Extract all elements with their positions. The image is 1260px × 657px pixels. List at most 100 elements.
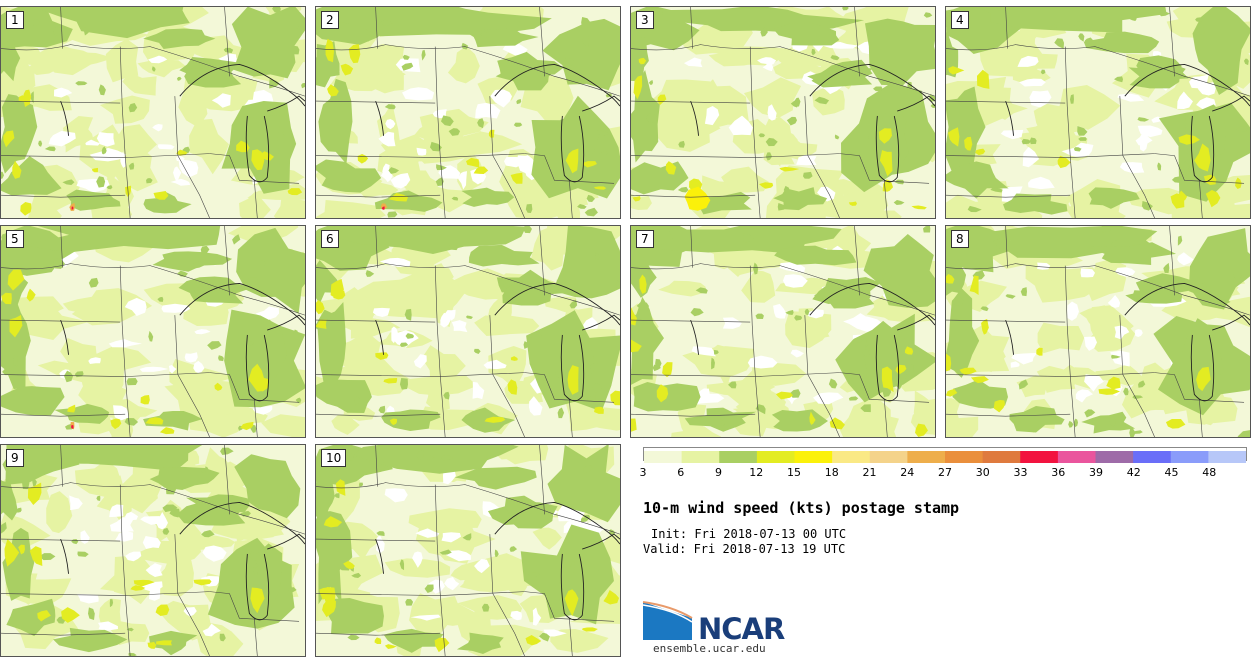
wind-contour-12-15 [1165, 418, 1186, 429]
wind-contour-6-9 [435, 131, 523, 158]
wind-contour-9-12 [569, 299, 578, 309]
wind-contour-9-12 [814, 96, 830, 105]
wind-contour-12-15 [882, 179, 894, 192]
wind-contour-12-15 [259, 151, 275, 161]
wind-contour-9-12 [102, 146, 107, 155]
wind-contour-9-12 [1, 480, 18, 521]
wind-contour-9-12 [525, 203, 533, 213]
wind-contour-calm [410, 614, 441, 621]
wind-contour-9-12 [990, 186, 1003, 193]
wind-contour-9-12 [608, 529, 616, 535]
wind-contour-12-15 [240, 421, 254, 431]
wind-contour-9-12 [296, 26, 305, 30]
wind-contour-12-15 [110, 418, 122, 430]
wind-contour-calm [120, 151, 127, 168]
wind-contour-9-12 [547, 445, 620, 523]
wind-contour-9-12 [584, 207, 598, 217]
wind-contour-9-12 [980, 306, 989, 312]
wind-contour-12-15 [327, 84, 339, 97]
wind-contour-calm [175, 155, 185, 162]
wind-contour-12-15 [593, 186, 607, 190]
panel-label: 9 [6, 449, 24, 467]
colorbar-tick-label: 36 [1051, 466, 1066, 479]
colorbar-tick-label: 15 [787, 466, 801, 479]
wind-contour-calm [1177, 252, 1194, 266]
wind-contour-6-9 [1079, 305, 1120, 327]
colorbar-tick-label: 30 [975, 466, 990, 479]
state-boundary [434, 484, 446, 656]
wind-contour-9-12 [786, 116, 798, 126]
coastline [267, 95, 305, 112]
wind-contour-9-12 [1177, 235, 1183, 246]
wind-contour-calm [1000, 129, 1024, 140]
wind-contour-9-12 [645, 113, 658, 124]
wind-contour-9-12 [126, 627, 134, 632]
wind-contour-6-9 [658, 280, 707, 297]
wind-contour-12-15 [388, 192, 408, 202]
state-boundary [60, 7, 63, 49]
wind-contour-9-12 [424, 584, 434, 593]
wind-contour-12-15 [4, 539, 20, 567]
state-boundary [316, 153, 525, 158]
wind-contour-9-12 [223, 47, 234, 54]
river-line [1005, 319, 1015, 355]
wind-contour-9-12 [813, 281, 875, 309]
wind-contour-9-12 [235, 284, 239, 290]
wind-contour-9-12 [552, 226, 620, 299]
wind-contour-9-12 [502, 280, 552, 306]
river-line [60, 319, 70, 355]
wind-contour-12-15 [632, 196, 641, 202]
wind-contour-9-12 [316, 379, 372, 414]
wind-contour-calm [1084, 374, 1104, 392]
state-boundary [1, 372, 210, 377]
wind-contour-12-15 [610, 390, 620, 406]
colorbar-tick-label: 48 [1202, 466, 1217, 479]
wind-contour-9-12 [443, 391, 450, 400]
wind-contour-12-15 [466, 157, 480, 168]
wind-contour-6-9 [74, 459, 124, 498]
wind-contour-12-15 [250, 587, 265, 614]
state-boundary [209, 153, 300, 184]
wind-contour-9-12 [251, 563, 258, 568]
wind-contour-9-12 [318, 78, 353, 165]
wind-contour-calm [194, 329, 211, 335]
wind-contour-9-12 [755, 404, 766, 415]
wind-contour-12-15 [911, 205, 927, 210]
wind-contour-6-9 [530, 226, 564, 271]
wind-contour-9-12 [16, 507, 22, 513]
wind-contour-calm [148, 55, 168, 64]
state-boundary [854, 226, 860, 296]
panel-label: 4 [951, 11, 969, 29]
wind-contour-calm [416, 147, 427, 156]
wind-contour-9-12 [402, 54, 410, 60]
wind-contour-6-9 [99, 95, 150, 124]
wind-contour-12-15 [343, 560, 355, 569]
wind-speed-map [316, 7, 620, 218]
wind-contour-9-12 [1129, 428, 1136, 437]
wind-contour-9-12 [1195, 17, 1203, 22]
wind-contour-calm [168, 364, 177, 374]
wind-contour-9-12 [1185, 104, 1226, 159]
wind-contour-9-12 [516, 99, 522, 105]
wind-contour-9-12 [456, 632, 504, 655]
wind-contour-9-12 [448, 128, 461, 136]
wind-contour-9-12 [1009, 405, 1065, 433]
wind-contour-calm [161, 303, 191, 313]
wind-contour-6-9 [809, 179, 877, 196]
wind-contour-33-36 [71, 206, 74, 210]
wind-contour-9-12 [1195, 169, 1203, 179]
wind-contour-12-15 [656, 384, 669, 403]
wind-contour-9-12 [27, 114, 33, 124]
wind-contour-calm [1067, 301, 1080, 321]
colorbar-segment [1020, 451, 1059, 463]
state-boundary [316, 372, 525, 377]
wind-contour-6-9 [946, 194, 993, 218]
wind-contour-calm [69, 495, 83, 511]
wind-contour-12-15 [1196, 366, 1211, 392]
wind-contour-9-12 [52, 258, 65, 269]
ensemble-member-panel: 1 [0, 6, 306, 219]
state-boundary [631, 413, 756, 417]
state-boundary [316, 632, 441, 636]
wind-contour-9-12 [1077, 125, 1088, 136]
wind-contour-12-15 [631, 418, 637, 432]
